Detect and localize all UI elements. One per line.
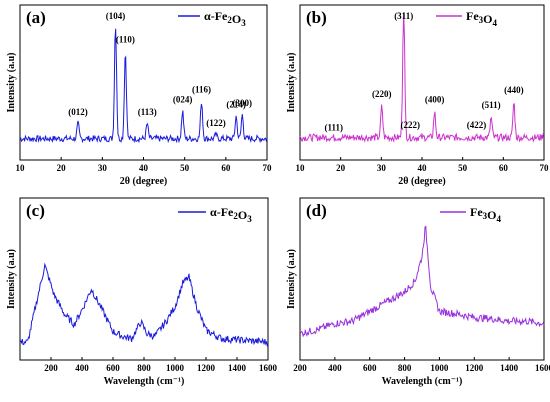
- peak-label: (300): [233, 98, 253, 108]
- legend-label: α-Fe2O3: [204, 9, 246, 28]
- panel-c: (c) 200 400 600 800 1000 1200 1400 1600 Wavelengt…: [6, 197, 278, 387]
- y-axis-title: Intensity (a.u): [6, 249, 17, 309]
- legend: Fe3O4: [436, 9, 498, 28]
- peak-label: (511): [482, 100, 501, 110]
- peak-label: (220): [372, 89, 392, 99]
- y-axis-title: Intensity (a.u): [286, 249, 297, 309]
- x-tick-label: 60: [499, 163, 509, 173]
- x-tick-label: 1000: [430, 363, 449, 373]
- x-tick-label: 800: [137, 363, 151, 373]
- x-tick-label: 10: [16, 163, 26, 173]
- x-tick-label: 40: [418, 163, 428, 173]
- x-tick-label: 400: [328, 363, 342, 373]
- x-tick-label: 1200: [465, 363, 484, 373]
- x-tick-label: 600: [363, 363, 377, 373]
- y-axis-title: Intensity (a.u): [286, 52, 297, 112]
- peak-label: (440): [504, 85, 524, 95]
- x-tick-label: 30: [377, 163, 387, 173]
- peak-label: (222): [400, 120, 420, 130]
- x-axis-title: Wavelength (cm⁻¹): [382, 376, 463, 387]
- x-axis-title: 2θ (degree): [398, 176, 446, 187]
- x-tick-label: 1000: [166, 363, 185, 373]
- plot-frame: [19, 4, 268, 161]
- peak-label: (116): [192, 84, 211, 94]
- panel-d: (d) 200 400 600 800 1000 1200 1400 1600 Wavelengt…: [286, 197, 550, 387]
- panel-a: (a) 10 20 30 40 50 60 70 2θ (degree) Intensity (a…: [6, 4, 273, 187]
- x-axis-title: 2θ (degree): [120, 176, 168, 187]
- plot-frame: [299, 197, 545, 361]
- peak-label: (110): [116, 34, 135, 44]
- x-tick-label: 600: [106, 363, 120, 373]
- legend: Fe3O4: [440, 205, 502, 224]
- panel-label: (d): [306, 201, 327, 220]
- x-tick-label: 40: [139, 163, 149, 173]
- x-tick-label: 30: [98, 163, 108, 173]
- peak-label: (113): [138, 107, 157, 117]
- x-axis-title: Wavelength (cm⁻¹): [104, 376, 185, 387]
- x-tick-label: 1200: [197, 363, 216, 373]
- peak-label: (311): [394, 11, 413, 21]
- x-tick-label: 400: [75, 363, 89, 373]
- peak-label: (104): [106, 11, 126, 21]
- panel-b: (b) 10 20 30 40 50 60 70 2θ (degree) Intensity (a…: [286, 4, 550, 187]
- series-line: [299, 225, 545, 338]
- y-axis-title: Intensity (a.u): [6, 52, 17, 112]
- x-tick-label: 800: [398, 363, 412, 373]
- legend: α-Fe2O3: [178, 205, 252, 224]
- x-tick-label: 1400: [228, 363, 247, 373]
- x-tick-label: 20: [57, 163, 67, 173]
- peak-label: (012): [68, 107, 88, 117]
- legend-label: Fe3O4: [470, 205, 502, 224]
- series-line: [19, 28, 268, 144]
- peak-label: (422): [467, 120, 487, 130]
- legend-label: Fe3O4: [466, 9, 498, 28]
- legend-label: α-Fe2O3: [210, 205, 252, 224]
- x-tick-label: 200: [44, 363, 58, 373]
- panel-label: (c): [26, 201, 45, 220]
- series-line: [299, 12, 545, 143]
- legend: α-Fe2O3: [178, 9, 246, 28]
- x-tick-label: 1600: [535, 363, 550, 373]
- x-tick-label: 70: [540, 163, 550, 173]
- peak-label: (111): [324, 123, 343, 133]
- x-tick-label: 200: [293, 363, 307, 373]
- peak-label: (122): [206, 118, 226, 128]
- x-tick-label: 50: [458, 163, 468, 173]
- peak-label: (400): [425, 95, 445, 105]
- peak-label: (214): [226, 99, 246, 109]
- x-tick-label: 60: [221, 163, 231, 173]
- panel-label: (b): [306, 8, 327, 27]
- x-tick-label: 20: [336, 163, 346, 173]
- x-tick-label: 1600: [259, 363, 278, 373]
- panel-label: (a): [26, 8, 46, 27]
- peak-label: (024): [173, 94, 193, 104]
- plot-frame: [19, 197, 269, 361]
- x-tick-label: 1400: [500, 363, 519, 373]
- x-tick-label: 70: [263, 163, 273, 173]
- x-tick-label: 10: [296, 163, 306, 173]
- x-tick-label: 50: [180, 163, 190, 173]
- series-line: [19, 262, 269, 347]
